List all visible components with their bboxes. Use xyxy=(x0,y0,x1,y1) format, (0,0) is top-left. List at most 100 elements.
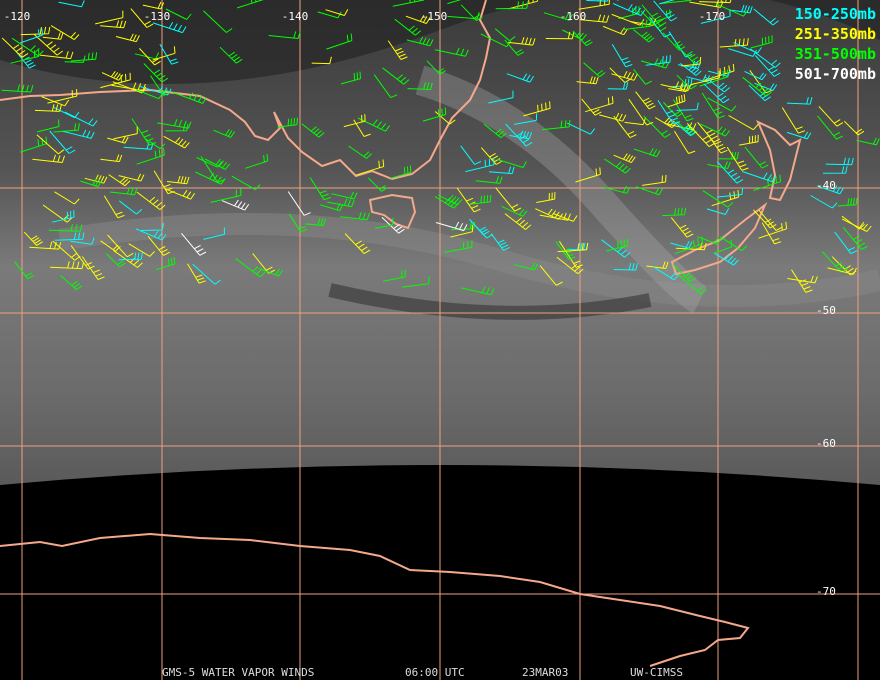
wind-barb xyxy=(434,47,469,57)
wind-barb xyxy=(680,63,702,76)
wind-barb xyxy=(825,157,854,166)
wind-barb xyxy=(108,174,131,187)
wind-barb xyxy=(39,51,74,60)
wind-barb xyxy=(401,276,430,288)
wind-barb xyxy=(585,96,614,113)
wind-barb xyxy=(50,261,85,270)
wind-barb xyxy=(505,123,533,147)
wind-barb xyxy=(856,137,880,146)
wind-barb xyxy=(817,185,845,195)
wind-barb xyxy=(58,0,85,8)
wind-barb xyxy=(581,98,602,116)
wind-barb xyxy=(245,153,269,169)
wind-barb xyxy=(187,263,206,284)
wind-barb xyxy=(165,8,192,20)
wind-barb xyxy=(142,1,165,10)
wind-barb xyxy=(716,161,744,184)
wind-barb xyxy=(509,130,533,140)
wind-barb xyxy=(268,31,301,39)
wind-barb xyxy=(622,19,652,31)
moist-band xyxy=(58,213,880,307)
wind-barb xyxy=(681,56,702,67)
wind-barb xyxy=(210,188,242,203)
wind-barb xyxy=(545,31,575,40)
wind-barb xyxy=(344,233,371,255)
wind-barb xyxy=(202,10,233,33)
wind-barb xyxy=(150,75,171,96)
wind-barb xyxy=(390,165,412,179)
wind-barb xyxy=(742,76,773,97)
longitude-labels: -120 -130 -140 -150 -160 -170 xyxy=(4,10,726,23)
wind-barb xyxy=(572,30,593,47)
wind-barb xyxy=(711,189,740,207)
wind-barb xyxy=(135,228,167,241)
wind-barb xyxy=(475,176,503,184)
footer-source: UW-CIMSS xyxy=(630,666,683,679)
wind-barb xyxy=(155,256,176,271)
wind-barb xyxy=(277,117,298,128)
wind-barb xyxy=(674,121,697,136)
wind-barb xyxy=(495,1,529,10)
wind-barb xyxy=(504,39,525,56)
longitude-label: -160 xyxy=(560,10,587,23)
wind-barb xyxy=(118,173,145,182)
wind-barb xyxy=(633,148,661,158)
wind-barb xyxy=(287,191,311,216)
wind-barb xyxy=(237,0,264,9)
wind-barb xyxy=(728,48,757,57)
wind-barb xyxy=(821,251,848,273)
wind-barb xyxy=(601,239,631,258)
wind-barb xyxy=(718,151,739,160)
wind-barb xyxy=(80,178,102,188)
wind-barb xyxy=(311,56,332,65)
wind-barb xyxy=(611,44,633,68)
wind-barb xyxy=(326,33,353,50)
legend-entry: 251-350mb xyxy=(795,25,876,43)
wind-barb xyxy=(107,135,129,144)
wind-barb xyxy=(447,0,462,5)
wind-barb xyxy=(558,241,583,268)
wind-barb xyxy=(674,236,704,255)
wind-barb xyxy=(64,111,98,127)
latitude-label: -40 xyxy=(816,179,836,192)
wind-barb xyxy=(753,174,782,191)
wind-barb xyxy=(557,242,589,253)
wind-barb xyxy=(719,38,749,48)
wind-barb xyxy=(504,213,532,230)
wind-barb xyxy=(70,237,95,245)
longitude-label: -140 xyxy=(282,10,309,23)
wind-barb xyxy=(32,154,65,163)
longitude-label: -130 xyxy=(144,10,171,23)
wind-barb xyxy=(654,117,678,129)
wind-barb xyxy=(645,55,671,66)
wind-barb xyxy=(488,90,514,104)
wind-barb xyxy=(742,171,777,183)
wind-barb xyxy=(20,136,48,153)
wind-barb xyxy=(100,72,131,89)
wind-barb xyxy=(495,187,522,212)
wind-barb xyxy=(700,123,731,137)
wind-barb xyxy=(488,166,515,175)
wind-barb xyxy=(469,194,492,205)
wind-barb xyxy=(633,68,653,85)
wind-barb xyxy=(118,200,143,215)
wind-barb xyxy=(728,115,759,131)
wind-barb xyxy=(450,224,473,238)
wind-barb xyxy=(259,267,283,277)
wind-barb xyxy=(95,10,124,25)
wind-barb xyxy=(143,63,169,83)
wind-barb xyxy=(653,266,680,281)
wind-barb xyxy=(555,241,576,261)
nz-south-island xyxy=(670,201,768,276)
wind-barb xyxy=(470,220,490,236)
wind-barb xyxy=(842,226,868,250)
antarctica-coast xyxy=(0,532,750,667)
wind-barb xyxy=(317,11,342,19)
wind-barb xyxy=(203,227,225,240)
wind-barb xyxy=(837,197,858,207)
wind-barb xyxy=(701,92,725,119)
wind-barb xyxy=(460,145,482,165)
wind-barb xyxy=(355,159,385,176)
wind-barb xyxy=(578,0,610,10)
wind-barb xyxy=(11,37,44,57)
